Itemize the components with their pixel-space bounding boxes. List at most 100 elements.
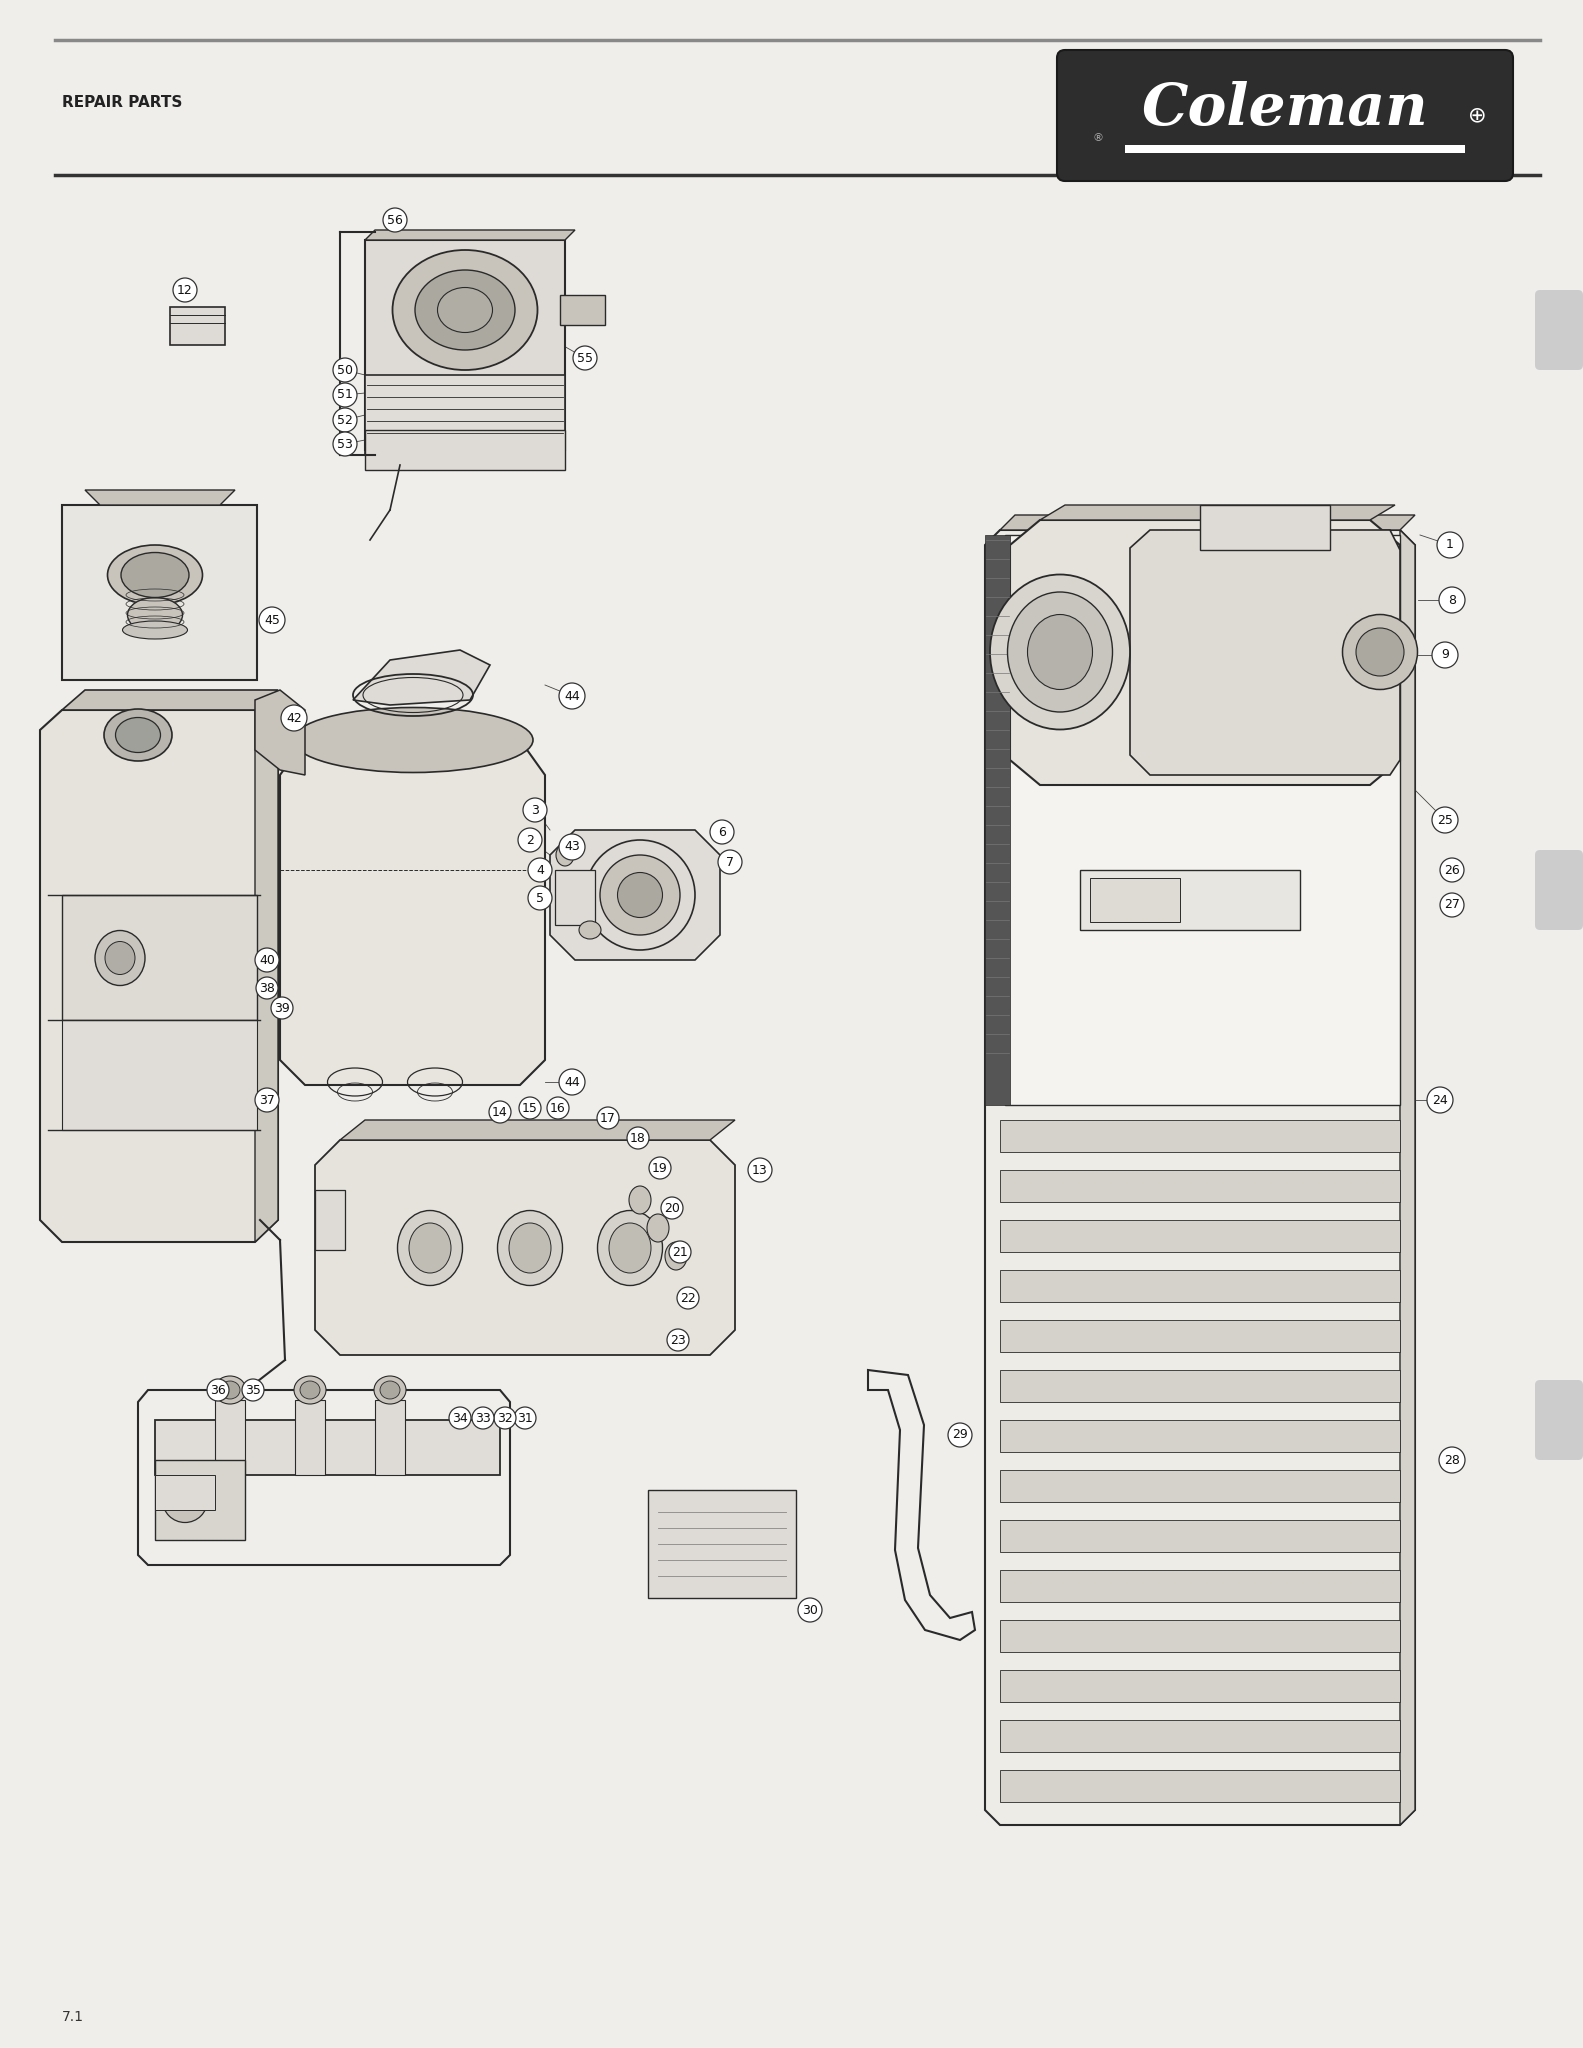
Circle shape	[719, 850, 742, 874]
Text: 50: 50	[337, 362, 353, 377]
Bar	[1000, 1321, 1399, 1352]
Polygon shape	[1130, 530, 1399, 774]
Circle shape	[271, 997, 293, 1020]
Ellipse shape	[600, 854, 681, 936]
Text: 8: 8	[1448, 594, 1456, 606]
Ellipse shape	[120, 553, 188, 598]
Circle shape	[749, 1157, 773, 1182]
Text: 37: 37	[260, 1094, 275, 1106]
Ellipse shape	[437, 287, 492, 332]
Text: 31: 31	[518, 1411, 533, 1425]
Polygon shape	[549, 829, 720, 961]
Polygon shape	[85, 489, 234, 506]
Ellipse shape	[1027, 614, 1092, 690]
FancyBboxPatch shape	[1536, 850, 1583, 930]
Text: 44: 44	[564, 1075, 579, 1087]
Text: 27: 27	[1444, 899, 1460, 911]
Circle shape	[1441, 893, 1464, 918]
Circle shape	[494, 1407, 516, 1430]
Circle shape	[1426, 1087, 1453, 1112]
Ellipse shape	[609, 1223, 651, 1274]
Circle shape	[383, 209, 407, 231]
Ellipse shape	[108, 545, 203, 604]
Circle shape	[548, 1098, 568, 1118]
Bar	[169, 307, 225, 344]
Text: 18: 18	[630, 1130, 646, 1145]
Text: 19: 19	[652, 1161, 668, 1174]
Ellipse shape	[380, 1380, 400, 1399]
Circle shape	[670, 1241, 692, 1264]
Polygon shape	[315, 1141, 735, 1356]
Bar	[62, 895, 256, 1020]
Text: Coleman: Coleman	[1141, 82, 1428, 137]
Text: 21: 21	[673, 1245, 689, 1260]
Text: 23: 23	[670, 1333, 685, 1346]
Text: 39: 39	[274, 1001, 290, 1014]
Circle shape	[332, 358, 358, 383]
Bar	[560, 295, 605, 326]
Ellipse shape	[104, 709, 173, 762]
Bar	[366, 430, 565, 469]
Bar	[1000, 1571, 1399, 1602]
Text: 28: 28	[1444, 1454, 1460, 1466]
Circle shape	[1433, 641, 1458, 668]
Ellipse shape	[104, 942, 135, 975]
Ellipse shape	[214, 1376, 245, 1405]
Bar	[647, 1491, 796, 1597]
Text: 20: 20	[663, 1202, 681, 1214]
Polygon shape	[255, 711, 279, 1241]
Bar	[1000, 1169, 1399, 1202]
Circle shape	[332, 408, 358, 432]
Text: 4: 4	[537, 864, 545, 877]
Ellipse shape	[163, 1477, 207, 1522]
Ellipse shape	[1342, 614, 1417, 690]
Text: 1: 1	[1445, 539, 1453, 551]
Circle shape	[559, 834, 586, 860]
Circle shape	[529, 887, 552, 909]
Text: 5: 5	[537, 891, 545, 905]
Text: 36: 36	[211, 1384, 226, 1397]
Text: 12: 12	[177, 283, 193, 297]
Polygon shape	[353, 649, 491, 705]
Bar	[62, 506, 256, 680]
Ellipse shape	[556, 844, 575, 866]
Bar	[1126, 145, 1464, 154]
Bar	[155, 1419, 500, 1475]
Circle shape	[649, 1157, 671, 1180]
Ellipse shape	[617, 872, 663, 918]
Circle shape	[256, 977, 279, 999]
Circle shape	[450, 1407, 472, 1430]
Bar	[375, 1401, 405, 1475]
Text: 38: 38	[260, 981, 275, 995]
Bar	[315, 1190, 345, 1249]
Ellipse shape	[393, 250, 538, 371]
Text: 56: 56	[388, 213, 404, 227]
Circle shape	[559, 682, 586, 709]
Text: 13: 13	[752, 1163, 768, 1176]
Circle shape	[627, 1126, 649, 1149]
Circle shape	[678, 1286, 700, 1309]
Text: 24: 24	[1433, 1094, 1448, 1106]
Text: 44: 44	[564, 690, 579, 702]
Text: 55: 55	[576, 352, 594, 365]
Polygon shape	[62, 690, 279, 711]
Ellipse shape	[415, 270, 514, 350]
Bar	[1080, 870, 1300, 930]
Text: 45: 45	[264, 614, 280, 627]
Polygon shape	[1399, 530, 1415, 1825]
Text: 30: 30	[803, 1604, 818, 1616]
Circle shape	[711, 819, 735, 844]
Bar	[1000, 1120, 1399, 1151]
Bar	[1000, 1720, 1399, 1751]
Bar	[155, 1475, 215, 1509]
Ellipse shape	[301, 1380, 320, 1399]
Ellipse shape	[579, 922, 602, 938]
Circle shape	[332, 432, 358, 457]
Polygon shape	[366, 229, 575, 240]
Text: 40: 40	[260, 954, 275, 967]
Polygon shape	[1010, 520, 1399, 784]
Circle shape	[1441, 858, 1464, 883]
Ellipse shape	[1007, 592, 1113, 713]
Text: ®: ®	[1092, 133, 1103, 143]
Text: 53: 53	[337, 438, 353, 451]
